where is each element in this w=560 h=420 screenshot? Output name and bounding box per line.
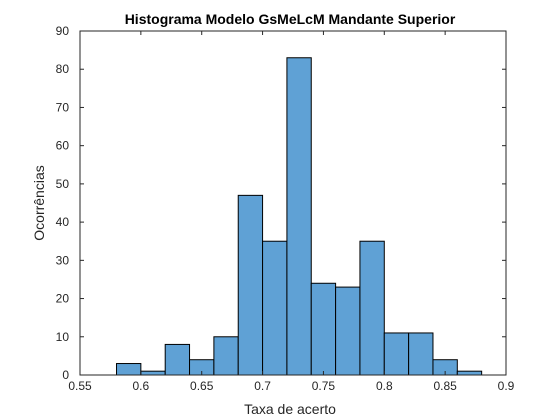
histogram-bar: [456, 370, 483, 376]
histogram-bar: [408, 332, 434, 376]
x-tick-label: 0.8: [376, 379, 393, 393]
y-tick-label: 30: [56, 253, 70, 267]
x-tick-label: 0.7: [254, 379, 271, 393]
histogram-bar: [383, 332, 410, 376]
bars-group: [116, 57, 483, 376]
x-axis-label: Taxa de acerto: [244, 401, 336, 417]
y-tick-label: 60: [56, 139, 70, 153]
histogram-bar: [359, 240, 385, 376]
chart-title: Histograma Modelo GsMeLcM Mandante Super…: [125, 11, 456, 27]
x-tick-label: 0.55: [68, 379, 92, 393]
y-tick-label: 20: [56, 292, 70, 306]
x-tick-label: 0.85: [433, 379, 457, 393]
histogram-bar: [213, 336, 239, 376]
x-tick-label: 0.6: [133, 379, 150, 393]
y-axis-ticks: 0 10 20 30 40 50 60 70 80 90: [56, 24, 506, 382]
y-tick-label: 40: [56, 215, 70, 229]
histogram-bar: [164, 343, 191, 376]
y-tick-label: 90: [56, 24, 70, 38]
histogram-bar: [140, 370, 166, 376]
x-axis-ticks: 0.55 0.6 0.65 0.7 0.75 0.8 0.85 0.9: [68, 31, 515, 393]
histogram-bar: [116, 363, 142, 376]
x-tick-label: 0.65: [190, 379, 214, 393]
y-tick-label: 0: [62, 368, 69, 382]
histogram-bar: [286, 57, 312, 376]
histogram-bar: [237, 194, 264, 376]
y-axis-label: Ocorrências: [31, 165, 47, 240]
y-tick-label: 70: [56, 100, 70, 114]
histogram-bar: [335, 286, 361, 376]
histogram-bar: [262, 240, 288, 376]
histogram-bar: [310, 282, 337, 376]
x-tick-label: 0.9: [498, 379, 515, 393]
axes-box: [79, 30, 507, 376]
y-tick-label: 10: [56, 330, 70, 344]
y-tick-label: 50: [56, 177, 70, 191]
x-tick-label: 0.75: [312, 379, 336, 393]
y-tick-label: 80: [56, 62, 70, 76]
